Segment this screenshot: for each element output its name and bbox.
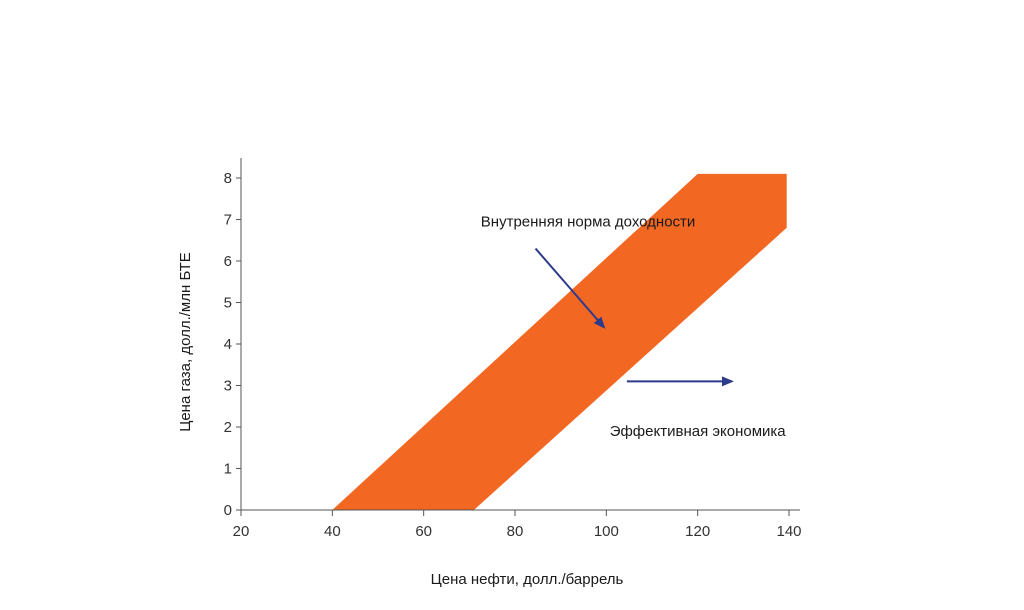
annotation-arrow-1	[534, 247, 606, 329]
y-tick-label: 0	[224, 502, 232, 519]
x-tick-label: 100	[594, 523, 619, 540]
x-tick-label: 60	[415, 523, 432, 540]
band-layer	[332, 173, 787, 510]
axes: 20 40 60 80 100 120 140 0 1 2 3 4 5 6 7 8	[224, 158, 802, 540]
x-tick-label: 40	[324, 523, 341, 540]
annotation-label-2: Эффективная экономика	[610, 423, 787, 440]
y-tick-label: 1	[224, 461, 232, 478]
x-axis-title: Цена нефти, долл./баррель	[431, 571, 624, 588]
y-tick-label: 7	[224, 212, 232, 229]
y-tick-label: 3	[224, 378, 232, 395]
annotation-label-1: Внутренняя норма доходности	[481, 214, 696, 231]
y-tick-label: 8	[224, 170, 232, 187]
annotations: Внутренняя норма доходности Эффективная э…	[481, 214, 786, 441]
y-tick-label: 4	[224, 336, 232, 353]
y-tick-label: 6	[224, 253, 232, 270]
x-tick-label: 80	[507, 523, 524, 540]
x-tick-label: 120	[685, 523, 710, 540]
x-tick-label: 20	[233, 523, 250, 540]
y-tick-label: 5	[224, 295, 232, 312]
y-axis-title: Цена газа, долл./млн БТЕ	[177, 252, 194, 432]
x-tick-label: 140	[776, 523, 801, 540]
irr-band	[332, 173, 787, 510]
y-tick-label: 2	[224, 419, 232, 436]
